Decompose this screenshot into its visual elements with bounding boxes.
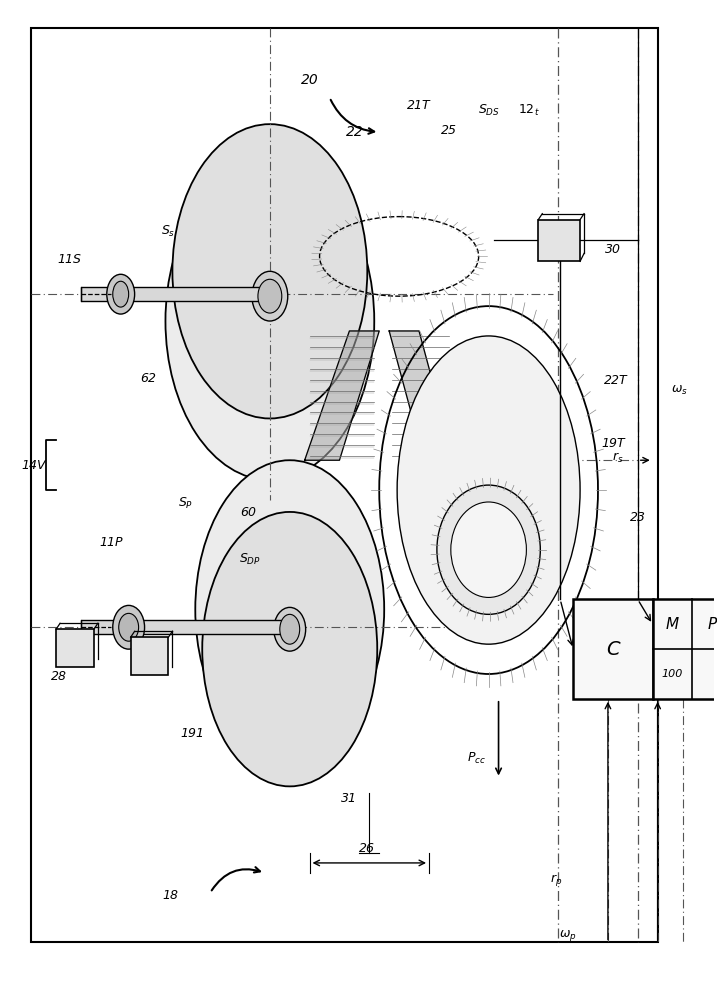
Ellipse shape: [437, 485, 541, 614]
Text: 22: 22: [346, 125, 364, 139]
Text: $P_{cc}$: $P_{cc}$: [467, 751, 486, 766]
Text: $12_t$: $12_t$: [518, 103, 539, 118]
Polygon shape: [389, 331, 454, 460]
Ellipse shape: [252, 271, 288, 321]
Text: 31: 31: [341, 792, 357, 805]
Text: 191: 191: [180, 727, 204, 740]
Bar: [652, 599, 717, 699]
Ellipse shape: [166, 162, 374, 480]
Ellipse shape: [280, 614, 300, 644]
Ellipse shape: [195, 460, 384, 759]
Text: M: M: [666, 617, 679, 632]
Text: $r_s$: $r_s$: [612, 451, 624, 465]
Text: 23: 23: [630, 511, 646, 524]
Text: $\omega_p$: $\omega_p$: [559, 928, 577, 943]
Bar: [32, 28, 657, 942]
Polygon shape: [305, 331, 379, 460]
Text: $S_{DP}$: $S_{DP}$: [239, 552, 261, 567]
Bar: [81, 287, 270, 301]
Text: 28: 28: [51, 670, 67, 683]
Text: $S_P$: $S_P$: [178, 495, 193, 511]
Ellipse shape: [113, 281, 128, 307]
Ellipse shape: [107, 274, 135, 314]
Bar: [573, 599, 652, 699]
Text: C: C: [606, 640, 619, 659]
Bar: [81, 620, 290, 634]
Text: $r_p$: $r_p$: [550, 872, 562, 888]
Text: 20: 20: [300, 73, 318, 87]
Ellipse shape: [258, 279, 282, 313]
Text: 21T: 21T: [407, 99, 431, 112]
Text: 14V: 14V: [21, 459, 45, 472]
Text: 18: 18: [163, 889, 179, 902]
Text: $S_{DS}$: $S_{DS}$: [478, 103, 500, 118]
Text: 60: 60: [240, 506, 256, 519]
Ellipse shape: [202, 512, 377, 786]
Text: 19T: 19T: [601, 437, 625, 450]
Ellipse shape: [113, 605, 145, 649]
Text: 25: 25: [441, 124, 457, 137]
Ellipse shape: [274, 607, 305, 651]
Text: 62: 62: [141, 372, 156, 385]
Text: 11S: 11S: [57, 253, 81, 266]
Text: 30: 30: [605, 243, 621, 256]
Text: 26: 26: [359, 842, 375, 855]
Text: 11P: 11P: [99, 536, 123, 549]
Bar: [130, 637, 168, 675]
Text: $S_s$: $S_s$: [161, 224, 176, 239]
Text: 100: 100: [662, 669, 683, 679]
Text: P: P: [708, 617, 717, 632]
Ellipse shape: [172, 124, 367, 418]
Bar: [56, 629, 94, 667]
Text: 22T: 22T: [604, 374, 627, 387]
Ellipse shape: [451, 502, 526, 597]
Ellipse shape: [119, 613, 138, 641]
Text: $\omega_s$: $\omega_s$: [671, 384, 688, 397]
Ellipse shape: [397, 336, 580, 644]
Bar: [538, 220, 580, 261]
